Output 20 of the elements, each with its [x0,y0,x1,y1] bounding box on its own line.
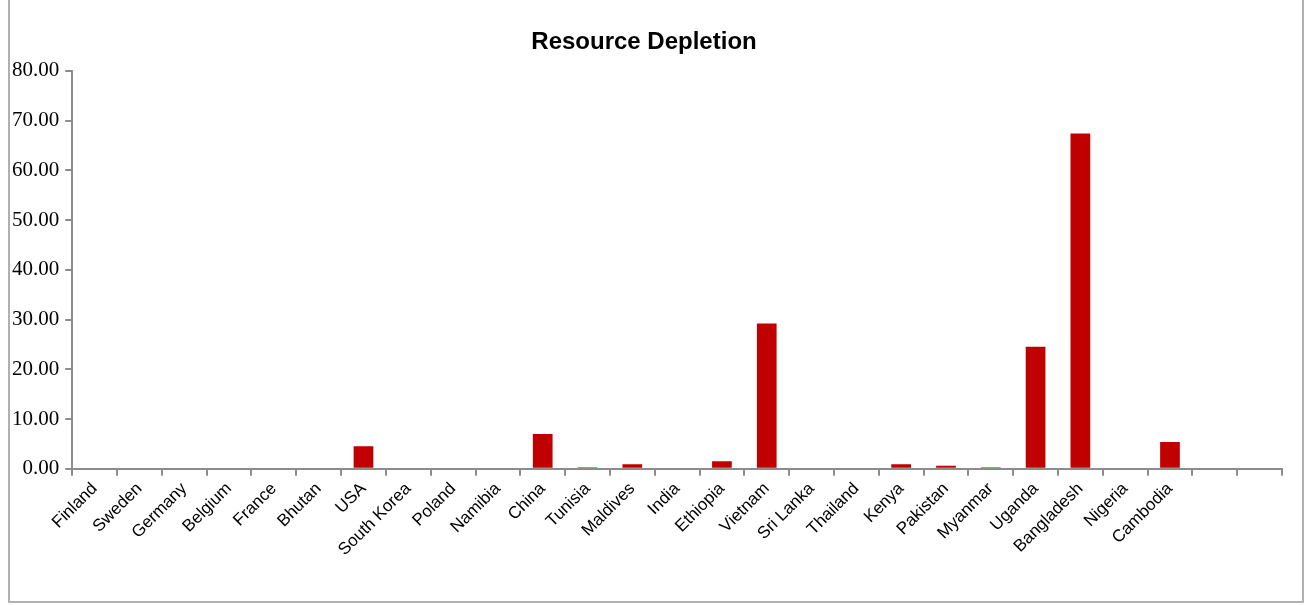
y-tick-label: 20.00 [12,355,60,380]
y-tick-label: 70.00 [12,107,60,132]
bar [1160,441,1180,468]
y-tick-label: 0.00 [22,455,60,480]
bar [756,323,777,468]
bar [622,464,643,468]
y-tick-label: 80.00 [12,57,60,82]
bar [532,433,553,468]
y-tick-label: 50.00 [12,206,60,231]
bar [891,464,912,468]
x-tick-label: USA [331,478,371,517]
y-tick-label: 40.00 [12,256,60,281]
chart-title: Resource Depletion [531,27,757,55]
y-tick-label: 10.00 [12,405,60,430]
bar [353,446,374,468]
bar [712,461,732,468]
y-tick-label: 30.00 [12,306,60,331]
bar [1070,133,1091,468]
y-tick-label: 60.00 [12,156,60,181]
bar [1025,346,1046,468]
